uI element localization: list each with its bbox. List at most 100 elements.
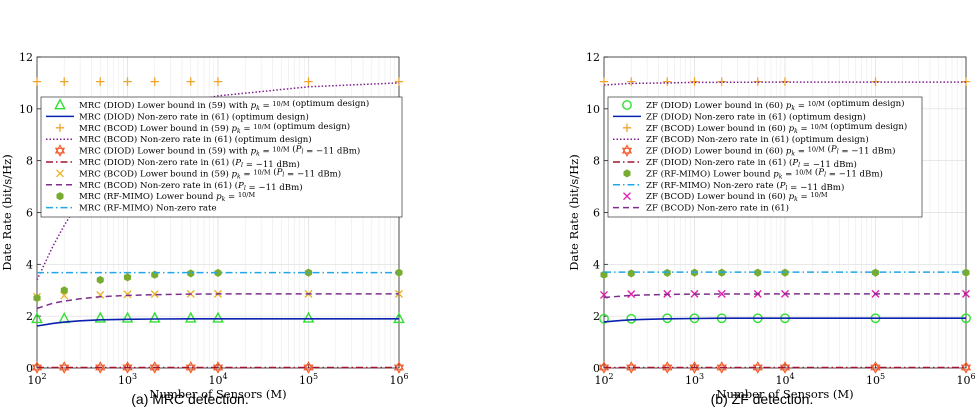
legend-item: ZF (BCOD) Lower bound in (60) pk = 10/M … xyxy=(622,121,907,135)
y-tick-label: 10 xyxy=(586,103,600,116)
data-point xyxy=(662,361,673,374)
data-point xyxy=(60,291,69,300)
series-0 xyxy=(31,311,405,324)
y-axis-label: Date Rate (bit/s/Hz) xyxy=(567,154,581,270)
legend-marker xyxy=(622,123,632,132)
panel-zf: 0 2 4 6 8 10 12 102 103 104 105 106 Number of Sensor… xyxy=(567,51,976,407)
legend-label: MRC (DIOD) Lower bound in (59) with pk =… xyxy=(79,98,369,112)
data-point xyxy=(121,311,134,323)
y-tick-label: 10 xyxy=(19,103,33,116)
data-point xyxy=(33,293,41,303)
legend-item: ZF (DIOD) Lower bound in (60) pk = 10/M … xyxy=(621,144,896,158)
legend-marker xyxy=(622,100,632,110)
legend-item: ZF (RF-MIMO) Non-zero rate (Pl = −11 dBm… xyxy=(613,180,844,193)
data-point xyxy=(599,313,609,324)
data-point xyxy=(627,77,636,86)
data-point xyxy=(185,361,196,374)
data-point xyxy=(148,311,161,323)
y-tick-label: 2 xyxy=(593,310,600,323)
panel-mrc: 0 2 4 6 8 10 12 102 103 104 105 106 Number of Sensor… xyxy=(0,51,409,407)
y-tick-label: 0 xyxy=(26,362,33,375)
y-tick-label: 0 xyxy=(593,362,600,375)
data-point xyxy=(184,311,197,323)
legend-label: ZF (DIOD) Non-zero rate in (61) (Pl = −1… xyxy=(646,157,857,170)
caption: (a) MRC detection. xyxy=(131,391,248,407)
legend-label: MRC (BCOD) Non-zero rate in (61) (optimu… xyxy=(79,134,312,145)
series-6 xyxy=(600,268,970,279)
data-point xyxy=(752,361,763,374)
legend-marker xyxy=(54,98,66,110)
series-line xyxy=(603,317,966,323)
legend-item: ZF (DIOD) Non-zero rate in (61) (Pl = −1… xyxy=(613,157,857,170)
data-point xyxy=(302,311,315,323)
legend-item: ZF (BCOD) Lower bound in (60) pk = 10/M xyxy=(623,191,828,203)
y-tick-label: 4 xyxy=(593,258,600,271)
legend-label: ZF (RF-MIMO) Lower bound pk = 10/M (Pl =… xyxy=(646,166,883,180)
data-point xyxy=(95,361,106,374)
x-tick-label: 106 xyxy=(956,372,975,387)
data-point xyxy=(303,361,314,374)
data-point xyxy=(663,268,671,277)
data-point xyxy=(31,361,43,374)
data-point xyxy=(627,290,636,299)
legend-item: ZF (DIOD) Non-zero rate in (61) (optimum… xyxy=(613,111,866,122)
series-line xyxy=(36,82,400,281)
data-point xyxy=(717,77,726,86)
data-point xyxy=(663,77,672,86)
legend-item: MRC (DIOD) Non-zero rate in (61) (optimu… xyxy=(46,111,309,122)
data-point xyxy=(717,289,726,298)
legend-label: MRC (DIOD) Lower bound in (59) with pk =… xyxy=(79,144,360,158)
series-3 xyxy=(36,82,400,281)
legend-label: ZF (BCOD) Non-zero rate in (61) xyxy=(646,203,789,214)
series-4 xyxy=(598,361,972,374)
legend-item: MRC (DIOD) Lower bound in (59) with pk =… xyxy=(54,98,369,112)
x-tick-label: 106 xyxy=(389,372,408,387)
caption: (b) ZF detection. xyxy=(711,391,814,407)
legend-label: ZF (DIOD) Lower bound in (60) pk = 10/M … xyxy=(646,98,904,112)
legend-marker xyxy=(56,169,64,178)
data-point xyxy=(627,269,635,278)
data-point xyxy=(123,77,132,86)
series-1 xyxy=(603,317,966,323)
series-4 xyxy=(31,361,405,374)
data-point xyxy=(394,77,404,86)
legend-label: MRC (BCOD) Lower bound in (59) pk = 10/M… xyxy=(79,121,350,135)
legend-label: ZF (BCOD) Lower bound in (60) pk = 10/M xyxy=(646,191,828,203)
y-tick-label: 12 xyxy=(19,51,33,64)
y-tick-label: 8 xyxy=(26,155,33,168)
x-axis-label: Number of Sensors (M) xyxy=(149,387,286,401)
y-tick-label: 6 xyxy=(593,207,600,220)
data-point xyxy=(59,361,70,374)
legend-label: ZF (RF-MIMO) Non-zero rate (Pl = −11 dBm… xyxy=(646,180,844,193)
data-point xyxy=(150,290,159,299)
legend-label: MRC (RF-MIMO) Non-zero rate xyxy=(79,203,217,214)
series-1 xyxy=(36,318,399,327)
data-point xyxy=(393,361,405,374)
legend-item: ZF (RF-MIMO) Lower bound pk = 10/M (Pl =… xyxy=(623,166,883,180)
legend-item: MRC (BCOD) Lower bound in (59) pk = 10/M… xyxy=(56,166,341,180)
legend-label: MRC (DIOD) Non-zero rate in (61) (Pl = −… xyxy=(79,157,300,170)
legend-item: MRC (DIOD) Lower bound in (59) with pk =… xyxy=(54,144,360,158)
legend: MRC (DIOD) Lower bound in (59) with pk =… xyxy=(40,96,403,218)
data-point xyxy=(150,77,159,86)
data-point xyxy=(870,361,881,374)
y-tick-label: 6 xyxy=(26,207,33,220)
data-point xyxy=(31,312,43,324)
data-point xyxy=(960,361,972,374)
x-tick-label: 104 xyxy=(208,372,227,387)
data-point xyxy=(754,268,762,277)
x-tick-label: 105 xyxy=(866,372,885,387)
y-tick-label: 8 xyxy=(593,155,600,168)
x-tick-label: 102 xyxy=(594,372,613,387)
data-point xyxy=(122,361,133,374)
series-line xyxy=(603,293,966,299)
data-point xyxy=(187,269,195,278)
x-tick-label: 104 xyxy=(775,372,794,387)
legend-label: ZF (BCOD) Non-zero rate in (61) (optimum… xyxy=(646,134,869,145)
x-axis-label: Number of Sensors (M) xyxy=(716,387,853,401)
legend-marker xyxy=(56,192,64,201)
data-point xyxy=(395,268,403,277)
data-point xyxy=(689,361,700,374)
data-point xyxy=(626,313,637,324)
series-2 xyxy=(32,77,404,86)
